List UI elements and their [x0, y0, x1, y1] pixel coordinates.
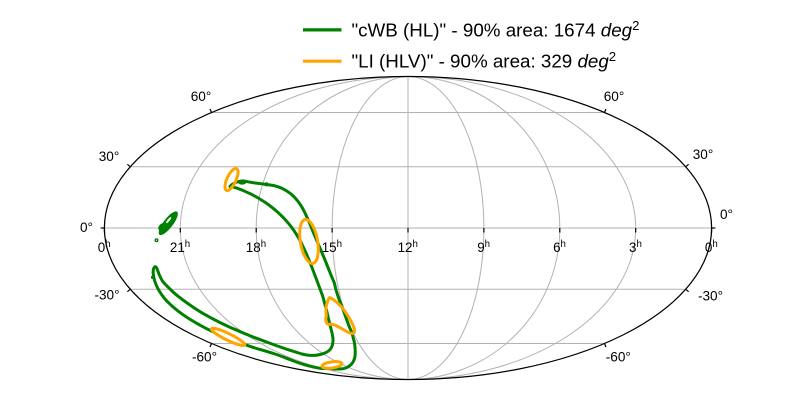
svg-text:"LI (HLV)" - 90% area: 329 deg: "LI (HLV)" - 90% area: 329 deg2: [352, 49, 617, 72]
svg-text:60°: 60°: [604, 89, 625, 104]
svg-text:-60°: -60°: [192, 350, 217, 365]
svg-text:30°: 30°: [99, 149, 120, 164]
svg-text:30°: 30°: [693, 147, 714, 162]
svg-text:60°: 60°: [191, 89, 212, 104]
svg-text:0°: 0°: [80, 220, 93, 235]
svg-text:"cWB (HL)" - 90% area: 1674 de: "cWB (HL)" - 90% area: 1674 deg2: [352, 18, 640, 41]
svg-text:-30°: -30°: [94, 288, 119, 303]
svg-text:0°: 0°: [720, 207, 733, 222]
svg-text:-30°: -30°: [698, 289, 723, 304]
svg-text:-60°: -60°: [606, 350, 631, 365]
